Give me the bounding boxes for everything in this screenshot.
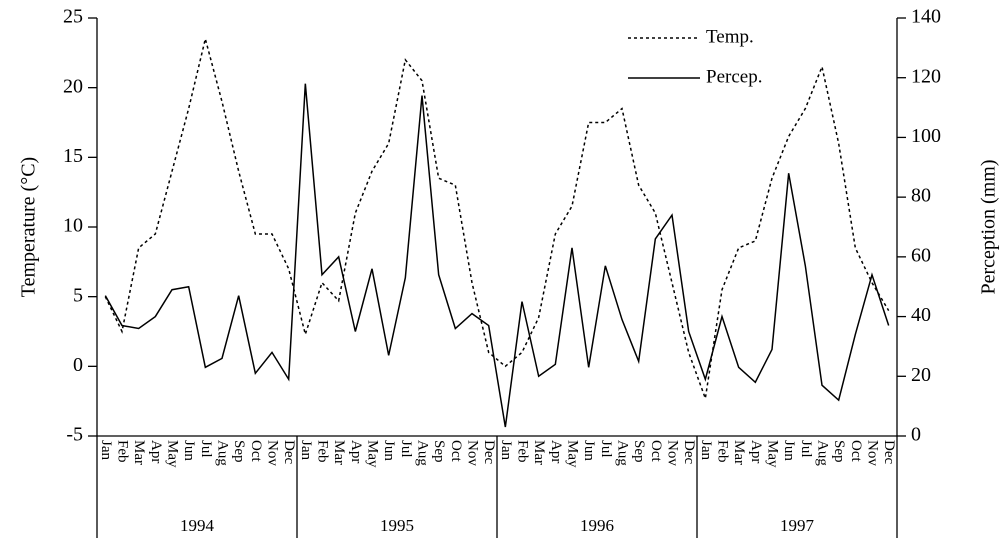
x-tick-label: Aug [415,440,431,466]
group-label: 1996 [580,516,614,535]
x-tick-label: Aug [215,440,231,466]
y2-tick-label: 120 [911,65,941,87]
x-tick-label: Oct [848,440,864,462]
x-tick-label: Nov [265,440,281,466]
legend-label: Percep. [706,66,762,87]
y-tick-label: -5 [66,424,83,446]
x-tick-label: Jun [781,440,797,461]
x-tick-label: Nov [665,440,681,466]
series-line [104,83,890,428]
y2-axis-label: Perception (mm) [978,160,1000,295]
y2-tick-label: 20 [911,364,931,386]
x-tick-label: Apr [348,440,364,463]
x-tick-label: Feb [115,440,131,463]
x-tick-label: Jun [581,440,597,461]
x-tick-label: Aug [615,440,631,466]
x-tick-label: Aug [815,440,831,466]
y2-tick-label: 40 [911,304,931,326]
group-label: 1994 [180,516,215,535]
y-tick-label: 20 [63,75,83,97]
x-tick-label: Dec [681,440,697,464]
x-tick-label: Sep [231,440,247,463]
x-tick-label: Mar [331,440,347,465]
x-tick-label: Feb [315,440,331,463]
x-tick-label: Sep [431,440,447,463]
x-tick-label: Apr [748,440,764,463]
y-axis-label: Temperature (°C) [18,157,40,297]
x-tick-label: Jul [198,440,214,458]
x-tick-label: May [565,440,581,468]
x-tick-label: Oct [448,440,464,462]
series-line [104,38,890,399]
x-tick-label: May [365,440,381,468]
y2-tick-label: 100 [911,125,941,147]
x-tick-label: Jul [598,440,614,458]
group-label: 1995 [380,516,414,535]
x-tick-label: Jun [381,440,397,461]
x-tick-label: Oct [648,440,664,462]
x-tick-label: Mar [731,440,747,465]
x-tick-label: Jul [798,440,814,458]
x-tick-label: Sep [831,440,847,463]
x-tick-label: Feb [515,440,531,463]
x-tick-label: May [165,440,181,468]
x-tick-label: Jan [498,440,514,460]
y2-tick-label: 140 [911,6,941,28]
x-tick-label: Oct [248,440,264,462]
x-tick-label: Nov [465,440,481,466]
x-tick-label: Dec [881,440,897,464]
x-tick-label: Nov [865,440,881,466]
y-tick-label: 15 [63,145,83,167]
y-tick-label: 5 [73,284,83,306]
y-tick-label: 25 [63,6,83,28]
x-tick-label: Jan [698,440,714,460]
x-tick-label: Mar [531,440,547,465]
x-tick-label: Apr [548,440,564,463]
x-tick-label: May [765,440,781,468]
y-tick-label: 0 [73,354,83,376]
y2-tick-label: 60 [911,244,931,266]
x-tick-label: Mar [131,440,147,465]
x-tick-label: Feb [715,440,731,463]
y2-tick-label: 0 [911,424,921,446]
x-tick-label: Dec [481,440,497,464]
x-tick-label: Jan [298,440,314,460]
x-tick-label: Jun [181,440,197,461]
y2-tick-label: 80 [911,185,931,207]
y-tick-label: 10 [63,215,83,237]
x-tick-label: Jul [398,440,414,458]
legend-label: Temp. [706,26,754,47]
x-tick-label: Dec [281,440,297,464]
group-label: 1997 [780,516,815,535]
x-tick-label: Jan [98,440,114,460]
x-tick-label: Apr [148,440,164,463]
x-tick-label: Sep [631,440,647,463]
